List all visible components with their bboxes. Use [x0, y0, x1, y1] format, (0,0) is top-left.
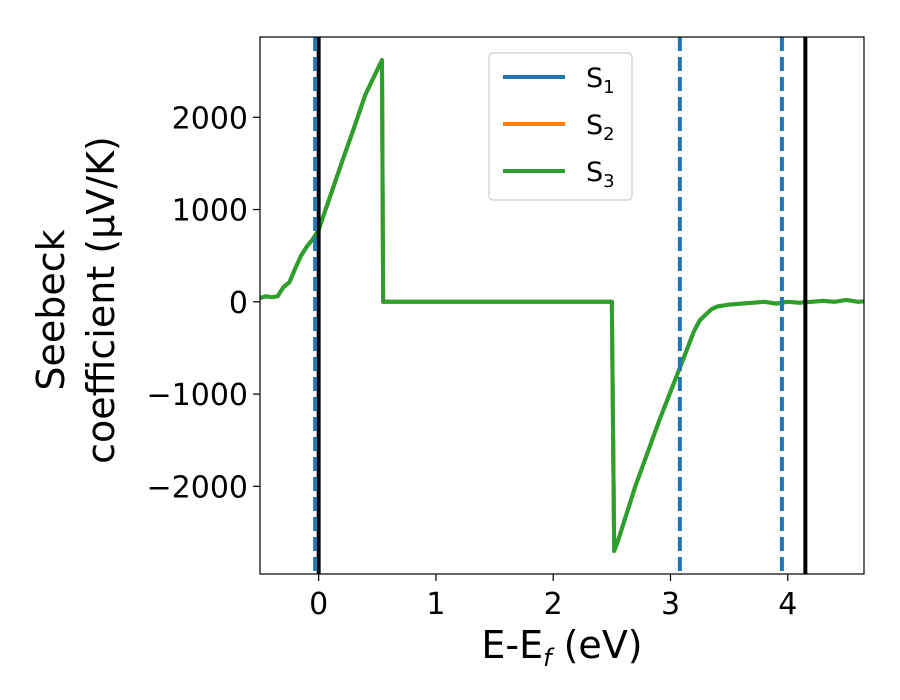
x-tick-label: 0 — [309, 587, 328, 622]
legend-box — [488, 52, 633, 201]
y-tick-label: −1000 — [147, 378, 248, 413]
y-tick-label: 1000 — [172, 194, 248, 229]
x-tick-label: 2 — [544, 587, 563, 622]
vertical-lines — [313, 37, 808, 574]
y-tick-label: 0 — [229, 286, 248, 321]
x-tick-label: 1 — [426, 587, 445, 622]
legend: S1 S2 S3 — [488, 52, 633, 201]
x-axis-label-unit: (eV) — [552, 623, 643, 667]
x-tick-label: 3 — [661, 587, 680, 622]
x-axis-label: E-Ef (eV) — [481, 623, 642, 672]
y-axis-ticks: 2000 1000 0 −1000 −2000 — [147, 101, 260, 505]
y-tick-label: 2000 — [172, 101, 248, 136]
x-axis-label-main: E-E — [481, 623, 543, 667]
legend-label-2: S2 — [586, 110, 615, 145]
y-tick-label: −2000 — [147, 470, 248, 505]
y-axis-label-line1: Seebeck — [29, 229, 73, 390]
x-axis-ticks: 0 1 2 3 4 — [309, 574, 797, 622]
y-axis-label-line2: coefficient (μV/K) — [79, 136, 123, 464]
legend-label-3: S3 — [586, 157, 615, 192]
x-tick-label: 4 — [778, 587, 797, 622]
legend-label-1: S1 — [586, 63, 615, 98]
plot-frame — [259, 36, 865, 575]
